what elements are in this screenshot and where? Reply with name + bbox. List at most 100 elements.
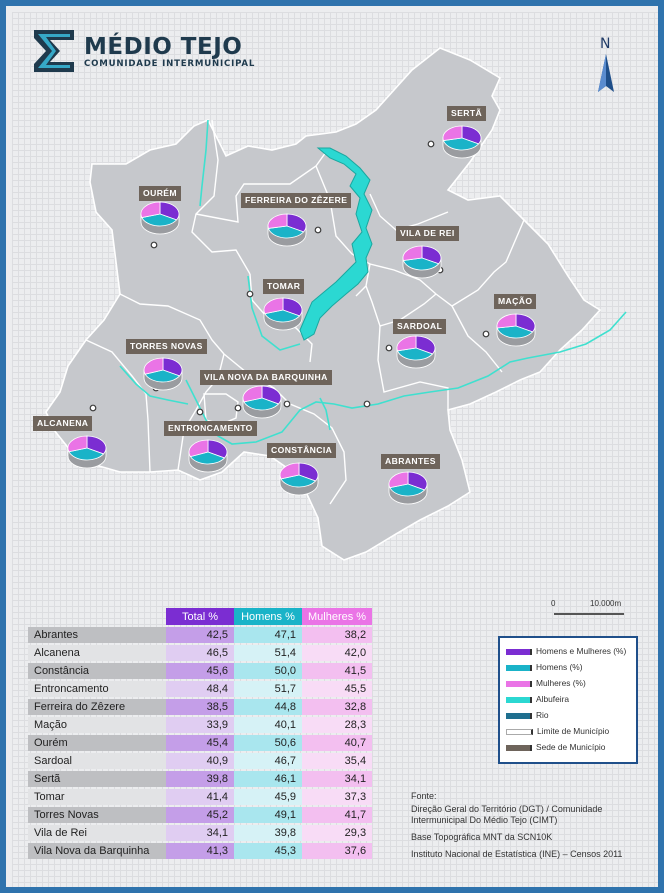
cell-municipio: Entroncamento bbox=[28, 681, 166, 697]
albufeira-reservoir bbox=[299, 147, 373, 341]
legend-swatch-limite bbox=[506, 728, 533, 735]
cell-homens: 49,1 bbox=[234, 807, 302, 823]
sources-line-1: Direção Geral do Território (DGT) / Comu… bbox=[411, 804, 603, 814]
north-arrow bbox=[598, 54, 614, 92]
pie-slice-homens bbox=[396, 347, 434, 361]
cell-mulheres: 41,7 bbox=[302, 807, 373, 823]
sources-label: Fonte: bbox=[411, 791, 437, 801]
table-header-total: Total % bbox=[166, 608, 234, 625]
cell-mulheres: 35,4 bbox=[302, 753, 373, 769]
legend-item-albufeira: Albufeira bbox=[506, 694, 569, 704]
cell-total: 38,5 bbox=[166, 699, 234, 715]
legend-swatch-total bbox=[506, 648, 532, 655]
label-tomar: TOMAR bbox=[263, 279, 305, 294]
pie-slice-mulheres bbox=[242, 385, 263, 403]
cell-municipio: Vila Nova da Barquinha bbox=[28, 843, 166, 859]
cell-municipio: Ourém bbox=[28, 735, 166, 751]
pie-slice-mulheres bbox=[442, 125, 463, 141]
label-ferreira-do-zezere: FERREIRA DO ZÊZERE bbox=[241, 193, 352, 208]
cell-total: 45,2 bbox=[166, 807, 234, 823]
table-row: Vila Nova da Barquinha 41,3 45,3 37,6 bbox=[28, 843, 373, 859]
cell-mulheres: 41,5 bbox=[302, 663, 373, 679]
table-row: Tomar 41,4 45,9 37,3 bbox=[28, 789, 373, 805]
cell-total: 42,5 bbox=[166, 627, 234, 643]
pie-slice-mulheres bbox=[267, 213, 288, 229]
table-row: Sardoal 40,9 46,7 35,4 bbox=[28, 753, 373, 769]
cell-homens: 51,7 bbox=[234, 681, 302, 697]
logo-subtitle: COMUNIDADE INTERMUNICIPAL bbox=[84, 59, 256, 69]
cell-total: 45,6 bbox=[166, 663, 234, 679]
pie-chart-vila-de-rei bbox=[402, 245, 442, 279]
label-vila-de-rei: VILA DE REI bbox=[396, 226, 459, 241]
cell-mulheres: 29,3 bbox=[302, 825, 373, 841]
cell-homens: 39,8 bbox=[234, 825, 302, 841]
cell-municipio: Sertã bbox=[28, 771, 166, 787]
cell-mulheres: 45,5 bbox=[302, 681, 373, 697]
pie-charts bbox=[67, 125, 536, 505]
cell-homens: 50,0 bbox=[234, 663, 302, 679]
cell-mulheres: 32,8 bbox=[302, 699, 373, 715]
legend-swatch-sede bbox=[506, 744, 532, 751]
pie-slice-homens bbox=[144, 369, 181, 383]
pie-slice-mulheres bbox=[388, 471, 409, 489]
pie-slice-mulheres bbox=[67, 435, 88, 453]
cell-municipio: Torres Novas bbox=[28, 807, 166, 823]
table-row: Mação 33,9 40,1 28,3 bbox=[28, 717, 373, 733]
label-sardoal: SARDOAL bbox=[393, 319, 447, 334]
cell-homens: 46,1 bbox=[234, 771, 302, 787]
pie-slice-mulheres bbox=[263, 297, 284, 315]
cell-mulheres: 34,1 bbox=[302, 771, 373, 787]
cell-homens: 45,9 bbox=[234, 789, 302, 805]
label-abrantes: ABRANTES bbox=[381, 454, 440, 469]
sede-marker-alcanena bbox=[89, 404, 97, 412]
legend-label-albufeira: Albufeira bbox=[536, 694, 570, 704]
logo-icon bbox=[34, 30, 74, 72]
pie-slice-mulheres bbox=[496, 313, 517, 329]
label-serta: SERTÃ bbox=[447, 106, 487, 121]
pie-slice-mulheres bbox=[143, 357, 164, 375]
pie-chart-ourem bbox=[140, 201, 180, 235]
cell-municipio: Tomar bbox=[28, 789, 166, 805]
cell-homens: 46,7 bbox=[234, 753, 302, 769]
cell-homens: 47,1 bbox=[234, 627, 302, 643]
cell-mulheres: 38,2 bbox=[302, 627, 373, 643]
sede-markers bbox=[89, 140, 490, 416]
pie-slice-mulheres bbox=[402, 245, 423, 261]
pie-chart-alcanena bbox=[67, 435, 107, 469]
table-row: Ferreira do Zêzere 38,5 44,8 32,8 bbox=[28, 699, 373, 715]
table-header-mulheres: Mulheres % bbox=[302, 608, 373, 625]
label-torres-novas: TORRES NOVAS bbox=[126, 339, 207, 354]
pie-slice-homens bbox=[280, 474, 317, 488]
pie-slice-mulheres bbox=[140, 201, 161, 218]
label-entroncamento: ENTRONCAMENTO bbox=[164, 421, 257, 436]
pie-slice-homens bbox=[68, 447, 105, 461]
map-legend: Homens e Mulheres (%) Homens (%) Mulhere… bbox=[498, 636, 638, 764]
legend-item-sede: Sede de Município bbox=[506, 742, 605, 752]
sede-marker-constancia bbox=[283, 400, 291, 408]
legend-label-rio: Rio bbox=[536, 710, 549, 720]
legend-item-homens: Homens (%) bbox=[506, 662, 583, 672]
unemployment-table: Total % Homens % Mulheres % Abrantes 42,5… bbox=[28, 606, 373, 861]
sede-marker-ferreira bbox=[314, 226, 322, 234]
cell-mulheres: 37,3 bbox=[302, 789, 373, 805]
table-row: Torres Novas 45,2 49,1 41,7 bbox=[28, 807, 373, 823]
pie-slice-mulheres bbox=[279, 462, 300, 480]
cell-total: 45,4 bbox=[166, 735, 234, 751]
cell-municipio: Mação bbox=[28, 717, 166, 733]
cell-homens: 50,6 bbox=[234, 735, 302, 751]
cell-municipio: Constância bbox=[28, 663, 166, 679]
legend-item-mulheres: Mulheres (%) bbox=[506, 678, 586, 688]
pie-chart-vila-nova bbox=[242, 385, 282, 419]
legend-item-rio: Rio bbox=[506, 710, 549, 720]
pie-slice-homens bbox=[496, 325, 534, 339]
scale-start: 0 bbox=[551, 599, 556, 608]
cell-total: 40,9 bbox=[166, 753, 234, 769]
table-row: Sertã 39,8 46,1 34,1 bbox=[28, 771, 373, 787]
cell-total: 41,3 bbox=[166, 843, 234, 859]
sources-line-3: Base Topográfica MNT da SCN10K bbox=[411, 832, 553, 842]
table-row: Ourém 45,4 50,6 40,7 bbox=[28, 735, 373, 751]
sede-marker-entroncamento bbox=[196, 408, 204, 416]
label-constancia: CONSTÂNCIA bbox=[267, 443, 337, 458]
pie-slice-homens bbox=[267, 225, 305, 239]
legend-swatch-albufeira bbox=[506, 696, 532, 703]
